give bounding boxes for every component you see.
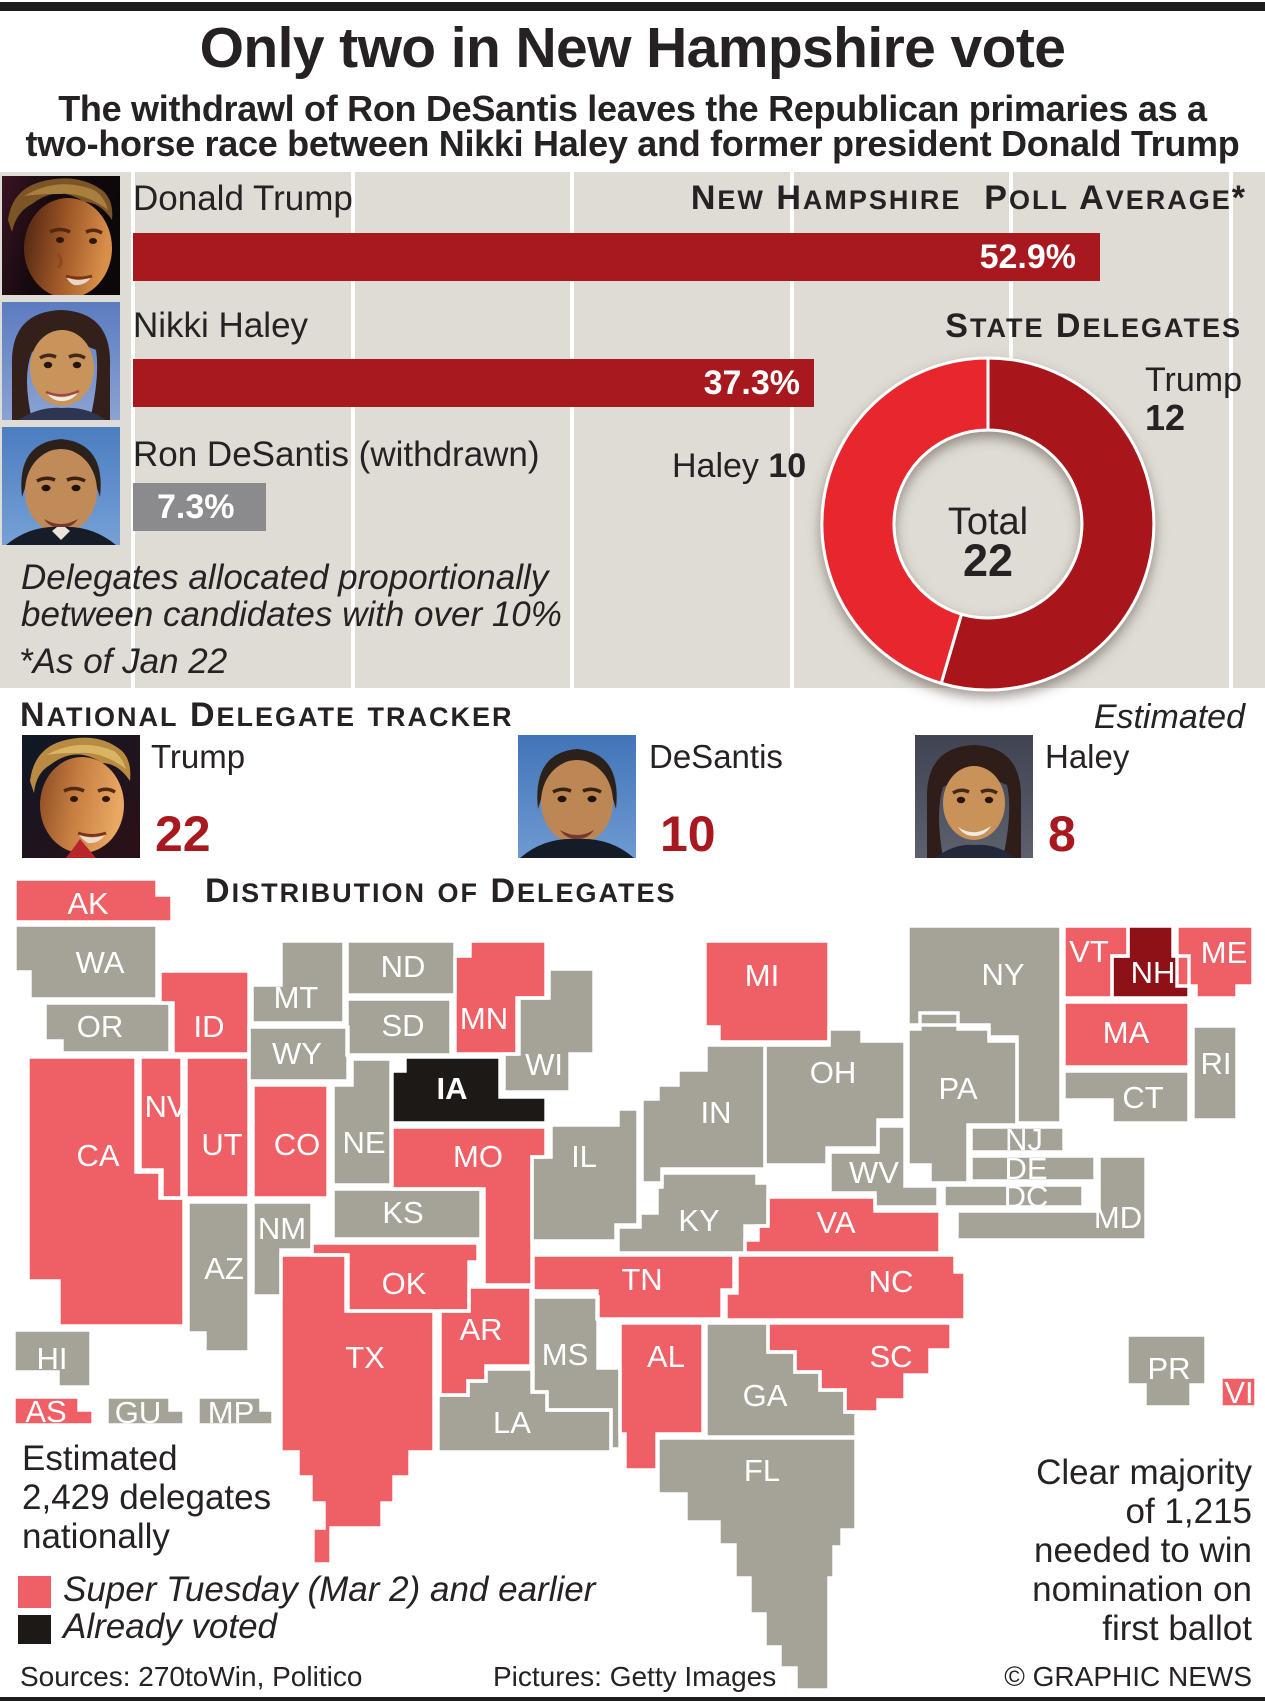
svg-text:DE: DE <box>1004 1151 1047 1186</box>
svg-text:CO: CO <box>274 1127 321 1162</box>
svg-text:IL: IL <box>571 1139 597 1174</box>
svg-text:AS: AS <box>25 1394 66 1429</box>
svg-text:HI: HI <box>37 1341 68 1376</box>
svg-text:PA: PA <box>938 1071 977 1106</box>
svg-text:GU: GU <box>115 1395 162 1430</box>
svg-text:NM: NM <box>258 1211 306 1246</box>
svg-text:AR: AR <box>459 1312 502 1347</box>
svg-text:VI: VI <box>1224 1375 1253 1410</box>
svg-text:NV: NV <box>144 1089 187 1124</box>
svg-text:SD: SD <box>381 1008 424 1043</box>
svg-text:IN: IN <box>701 1095 732 1130</box>
svg-text:OK: OK <box>382 1266 427 1301</box>
svg-text:MS: MS <box>542 1337 589 1372</box>
svg-text:DC: DC <box>1004 1179 1049 1214</box>
svg-text:MP: MP <box>208 1395 255 1430</box>
svg-text:NE: NE <box>342 1125 385 1160</box>
svg-text:MT: MT <box>274 980 319 1015</box>
svg-text:NC: NC <box>869 1264 914 1299</box>
svg-text:VT: VT <box>1069 934 1109 969</box>
svg-text:OR: OR <box>77 1009 124 1044</box>
svg-text:RI: RI <box>1201 1046 1232 1081</box>
svg-text:IA: IA <box>437 1071 468 1106</box>
svg-text:NY: NY <box>981 957 1024 992</box>
svg-text:WY: WY <box>272 1036 322 1071</box>
svg-text:LA: LA <box>493 1405 531 1440</box>
svg-text:UT: UT <box>201 1127 242 1162</box>
svg-text:AK: AK <box>67 886 109 921</box>
svg-text:CA: CA <box>76 1138 119 1173</box>
svg-text:MA: MA <box>1103 1015 1150 1050</box>
svg-text:CT: CT <box>1122 1080 1163 1115</box>
svg-text:ME: ME <box>1201 935 1248 970</box>
svg-text:GA: GA <box>743 1378 788 1413</box>
svg-text:AZ: AZ <box>204 1251 244 1286</box>
svg-text:MI: MI <box>745 958 779 993</box>
svg-text:KS: KS <box>382 1195 423 1230</box>
svg-text:WA: WA <box>76 945 125 980</box>
svg-text:VA: VA <box>816 1205 855 1240</box>
svg-text:FL: FL <box>744 1453 780 1488</box>
svg-text:TX: TX <box>345 1340 385 1375</box>
svg-text:AL: AL <box>647 1339 685 1374</box>
svg-text:PR: PR <box>1147 1351 1190 1386</box>
svg-text:ND: ND <box>381 949 426 984</box>
svg-text:MO: MO <box>453 1139 503 1174</box>
svg-text:TN: TN <box>621 1262 662 1297</box>
svg-text:OH: OH <box>810 1055 857 1090</box>
svg-text:MN: MN <box>460 1001 508 1036</box>
svg-text:KY: KY <box>678 1203 719 1238</box>
svg-text:NH: NH <box>1131 955 1176 990</box>
svg-text:NJ: NJ <box>1005 1122 1043 1157</box>
svg-text:ID: ID <box>194 1009 225 1044</box>
svg-text:WV: WV <box>849 1155 899 1190</box>
svg-text:SC: SC <box>869 1339 912 1374</box>
svg-text:MD: MD <box>1094 1200 1142 1235</box>
svg-text:WI: WI <box>525 1047 563 1082</box>
